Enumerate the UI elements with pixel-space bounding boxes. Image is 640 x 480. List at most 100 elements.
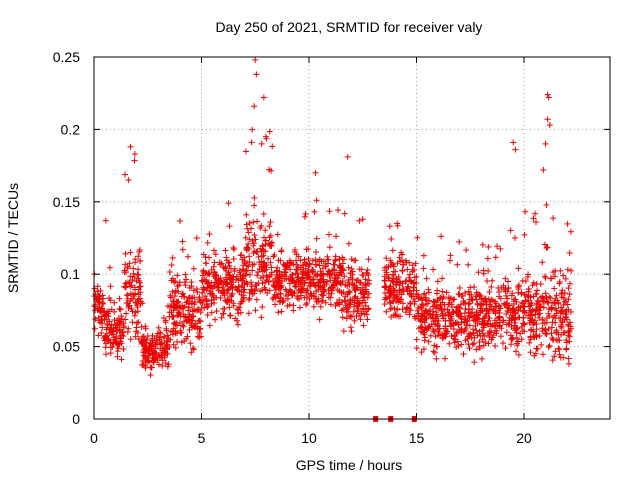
data-point xyxy=(185,307,192,314)
data-point xyxy=(312,169,319,176)
data-point xyxy=(399,261,406,268)
data-point xyxy=(213,308,220,315)
data-point xyxy=(549,319,556,326)
data-point xyxy=(565,296,572,303)
data-point xyxy=(364,316,371,323)
data-point xyxy=(94,307,101,314)
data-point xyxy=(548,330,555,337)
data-point xyxy=(519,277,526,284)
data-point xyxy=(438,233,445,240)
data-point xyxy=(135,319,142,326)
data-point xyxy=(463,247,470,254)
data-point xyxy=(294,270,301,277)
data-point xyxy=(555,300,562,307)
data-point xyxy=(190,346,197,353)
data-point xyxy=(342,302,349,309)
data-point xyxy=(462,337,469,344)
data-point xyxy=(433,311,440,318)
data-point xyxy=(342,281,349,288)
data-point xyxy=(290,261,297,268)
data-point xyxy=(260,94,267,101)
data-point xyxy=(235,321,242,328)
data-point xyxy=(469,296,476,303)
data-point xyxy=(326,244,333,251)
data-point xyxy=(116,341,123,348)
data-point xyxy=(114,317,121,324)
data-point xyxy=(95,314,102,321)
data-point xyxy=(559,319,566,326)
x-tick-label: 5 xyxy=(198,430,206,446)
data-point xyxy=(122,316,129,323)
data-point xyxy=(422,307,429,314)
data-point xyxy=(212,272,219,279)
data-point xyxy=(430,298,437,305)
data-point xyxy=(99,292,106,299)
y-tick-label: 0.05 xyxy=(53,339,80,355)
data-point xyxy=(483,305,490,312)
data-point xyxy=(462,305,469,312)
data-point xyxy=(466,322,473,329)
data-point xyxy=(212,251,219,258)
data-point xyxy=(387,257,394,264)
data-point xyxy=(163,327,170,334)
data-point xyxy=(236,269,243,276)
data-point xyxy=(515,351,522,358)
data-point xyxy=(550,215,557,222)
data-point xyxy=(359,272,366,279)
data-point xyxy=(546,293,553,300)
data-point xyxy=(425,338,432,345)
data-point xyxy=(106,330,113,337)
data-point xyxy=(557,267,564,274)
data-point xyxy=(347,296,354,303)
data-point xyxy=(126,260,133,267)
data-point xyxy=(351,257,358,264)
data-point xyxy=(185,295,192,302)
data-point xyxy=(132,259,139,266)
data-point xyxy=(238,251,245,258)
data-point xyxy=(522,208,529,215)
data-point xyxy=(527,336,534,343)
data-point xyxy=(474,320,481,327)
data-point xyxy=(134,308,141,315)
data-point xyxy=(534,287,541,294)
data-point xyxy=(312,249,319,256)
data-point xyxy=(289,272,296,279)
data-point xyxy=(528,308,535,315)
data-point xyxy=(260,273,267,280)
data-point xyxy=(497,245,504,252)
data-point xyxy=(354,276,361,283)
data-point xyxy=(361,311,368,318)
data-point xyxy=(510,298,517,305)
data-point xyxy=(98,313,105,320)
data-point xyxy=(198,277,205,284)
x-axis-ticks: 0 5 10 15 20 xyxy=(90,57,532,446)
data-point xyxy=(479,308,486,315)
data-point xyxy=(357,287,364,294)
data-point xyxy=(186,326,193,333)
data-point xyxy=(423,275,430,282)
data-point xyxy=(415,304,422,311)
data-point xyxy=(190,313,197,320)
data-point xyxy=(332,253,339,260)
data-point xyxy=(182,282,189,289)
data-point xyxy=(200,251,207,258)
data-point xyxy=(381,301,388,308)
data-point xyxy=(385,275,392,282)
data-point xyxy=(222,297,229,304)
data-point xyxy=(117,333,124,340)
data-point xyxy=(417,294,424,301)
data-point xyxy=(415,325,422,332)
data-point xyxy=(485,340,492,347)
data-point xyxy=(561,298,568,305)
data-point xyxy=(420,346,427,353)
data-point xyxy=(140,349,147,356)
data-point xyxy=(345,240,352,247)
data-point xyxy=(122,250,129,257)
data-point xyxy=(339,260,346,267)
data-point xyxy=(519,328,526,335)
data-point xyxy=(216,284,223,291)
data-point xyxy=(356,279,363,286)
data-point xyxy=(335,271,342,278)
data-point xyxy=(324,271,331,278)
data-point xyxy=(497,305,504,312)
